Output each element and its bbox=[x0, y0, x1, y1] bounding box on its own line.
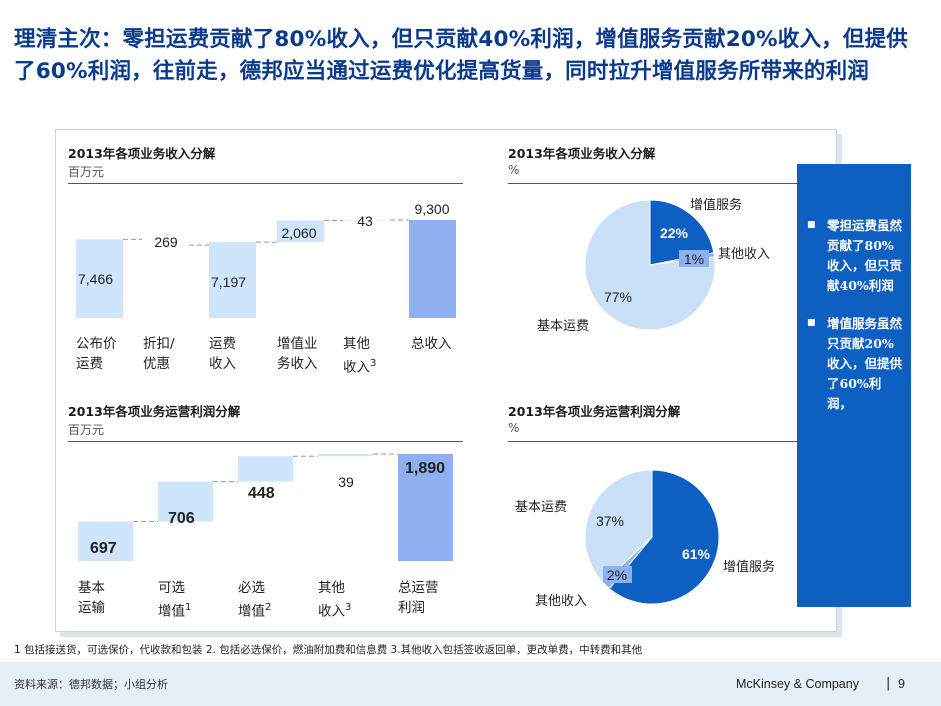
revenue-pie-value: 77% bbox=[604, 289, 632, 305]
callout-item: ■ 零担运费虽然贡献了80%收入，但只贡献40%利润 bbox=[807, 216, 905, 296]
profit-category-label: 总运营 利润 bbox=[398, 580, 439, 616]
profit-value-label: 39 bbox=[338, 474, 354, 490]
profit-waterfall-bar bbox=[318, 454, 373, 457]
source-note: 资料来源：德邦数据；小组分析 bbox=[14, 678, 168, 691]
page-number: 9 bbox=[898, 677, 905, 691]
profit-pie-value: 61% bbox=[682, 546, 711, 562]
revenue-value-label: 2,060 bbox=[281, 225, 316, 241]
revenue-value-label: 7,197 bbox=[211, 274, 246, 290]
revenue-pie-category: 基本运费 bbox=[537, 318, 589, 333]
revenue-value-label: 9,300 bbox=[414, 201, 449, 217]
footnote: 1 包括接送货，可选保价，代收款和包装 2. 包括必选保价，燃油附加费和信息费 … bbox=[14, 644, 643, 656]
profit-waterfall-title: 2013年各项业务运营利润分解 bbox=[68, 404, 241, 419]
revenue-value-label: 269 bbox=[154, 234, 178, 250]
bullet-icon: ■ bbox=[807, 220, 816, 230]
revenue-value-label: 7,466 bbox=[78, 271, 113, 287]
bullet-icon: ■ bbox=[807, 318, 816, 328]
profit-pie-small-label-box bbox=[603, 566, 632, 583]
profit-pie-value: 2% bbox=[607, 567, 627, 583]
profit-waterfall-bar bbox=[158, 481, 213, 522]
footer-separator: | bbox=[886, 676, 891, 691]
revenue-pie-category: 其他收入 bbox=[718, 246, 770, 261]
profit-waterfall-unit: 百万元 bbox=[68, 423, 105, 437]
revenue-category-label: 折扣/优惠 bbox=[143, 336, 175, 372]
revenue-pie-value: 1% bbox=[684, 251, 704, 267]
revenue-waterfall-divider bbox=[68, 183, 463, 184]
profit-pie-slice bbox=[608, 469, 720, 605]
page-headline: 理清主次：零担运费贡献了80%收入，但只贡献40%利润，增值服务贡献20%收入，… bbox=[14, 27, 908, 84]
profit-value-label: 1,890 bbox=[405, 460, 445, 477]
profit-pie-slice bbox=[584, 469, 653, 584]
profit-category-label: 基本 运输 bbox=[78, 580, 105, 616]
profit-waterfall-bar bbox=[238, 456, 293, 482]
profit-category-label: 可选 增值1 bbox=[158, 580, 192, 620]
profit-value-label: 706 bbox=[168, 510, 195, 527]
profit-pie-title: 2013年各项业务运营利润分解 bbox=[508, 404, 681, 419]
revenue-category-label: 公布价 运费 bbox=[76, 336, 117, 372]
profit-pie-category: 其他收入 bbox=[535, 593, 587, 608]
profit-waterfall-bar bbox=[398, 454, 453, 561]
revenue-waterfall-bar bbox=[409, 220, 456, 318]
revenue-pie-category: 增值服务 bbox=[690, 197, 742, 212]
revenue-category-label: 总收入 bbox=[411, 336, 452, 352]
profit-category-label: 其他 收入3 bbox=[318, 580, 352, 620]
revenue-pie-slice bbox=[649, 199, 715, 266]
revenue-category-label: 其他 收入3 bbox=[343, 336, 377, 376]
revenue-pie-small-label-box bbox=[679, 250, 709, 267]
revenue-category-label: 运费 收入 bbox=[209, 336, 236, 372]
callout-item: ■ 增值服务虽然只贡献20%收入，但提供了60%利润， bbox=[807, 314, 905, 414]
profit-value-label: 448 bbox=[248, 485, 275, 502]
revenue-pie-slice bbox=[584, 199, 716, 331]
revenue-waterfall-bar bbox=[277, 220, 324, 243]
profit-pie-value: 37% bbox=[596, 513, 624, 529]
revenue-waterfall-bar bbox=[209, 242, 256, 318]
revenue-pie-divider bbox=[508, 183, 798, 184]
footer-bar bbox=[0, 662, 941, 706]
profit-waterfall-bar bbox=[78, 521, 133, 561]
profit-value-label: 697 bbox=[90, 540, 117, 557]
profit-category-label: 必选 增值2 bbox=[238, 580, 272, 620]
revenue-waterfall-unit: 百万元 bbox=[68, 165, 105, 179]
revenue-category-label: 增值业 务收入 bbox=[277, 336, 318, 372]
profit-pie-divider bbox=[508, 441, 798, 442]
company-name: McKinsey & Company bbox=[736, 677, 859, 691]
revenue-pie-title: 2013年各项业务收入分解 bbox=[508, 146, 656, 161]
revenue-value-label: 43 bbox=[357, 213, 373, 229]
profit-pie-category: 增值服务 bbox=[723, 559, 775, 574]
profit-pie-unit: % bbox=[508, 421, 520, 435]
revenue-waterfall-title: 2013年各项业务收入分解 bbox=[68, 146, 216, 161]
revenue-pie-value: 22% bbox=[660, 225, 689, 241]
revenue-pie-unit: % bbox=[508, 163, 520, 177]
profit-pie-category: 基本运费 bbox=[515, 499, 567, 514]
profit-waterfall-divider bbox=[68, 441, 463, 442]
key-takeaways-callout: ■ 零担运费虽然贡献了80%收入，但只贡献40%利润 ■ 增值服务虽然只贡献20%收… bbox=[797, 164, 911, 607]
revenue-waterfall-bar bbox=[76, 239, 123, 318]
